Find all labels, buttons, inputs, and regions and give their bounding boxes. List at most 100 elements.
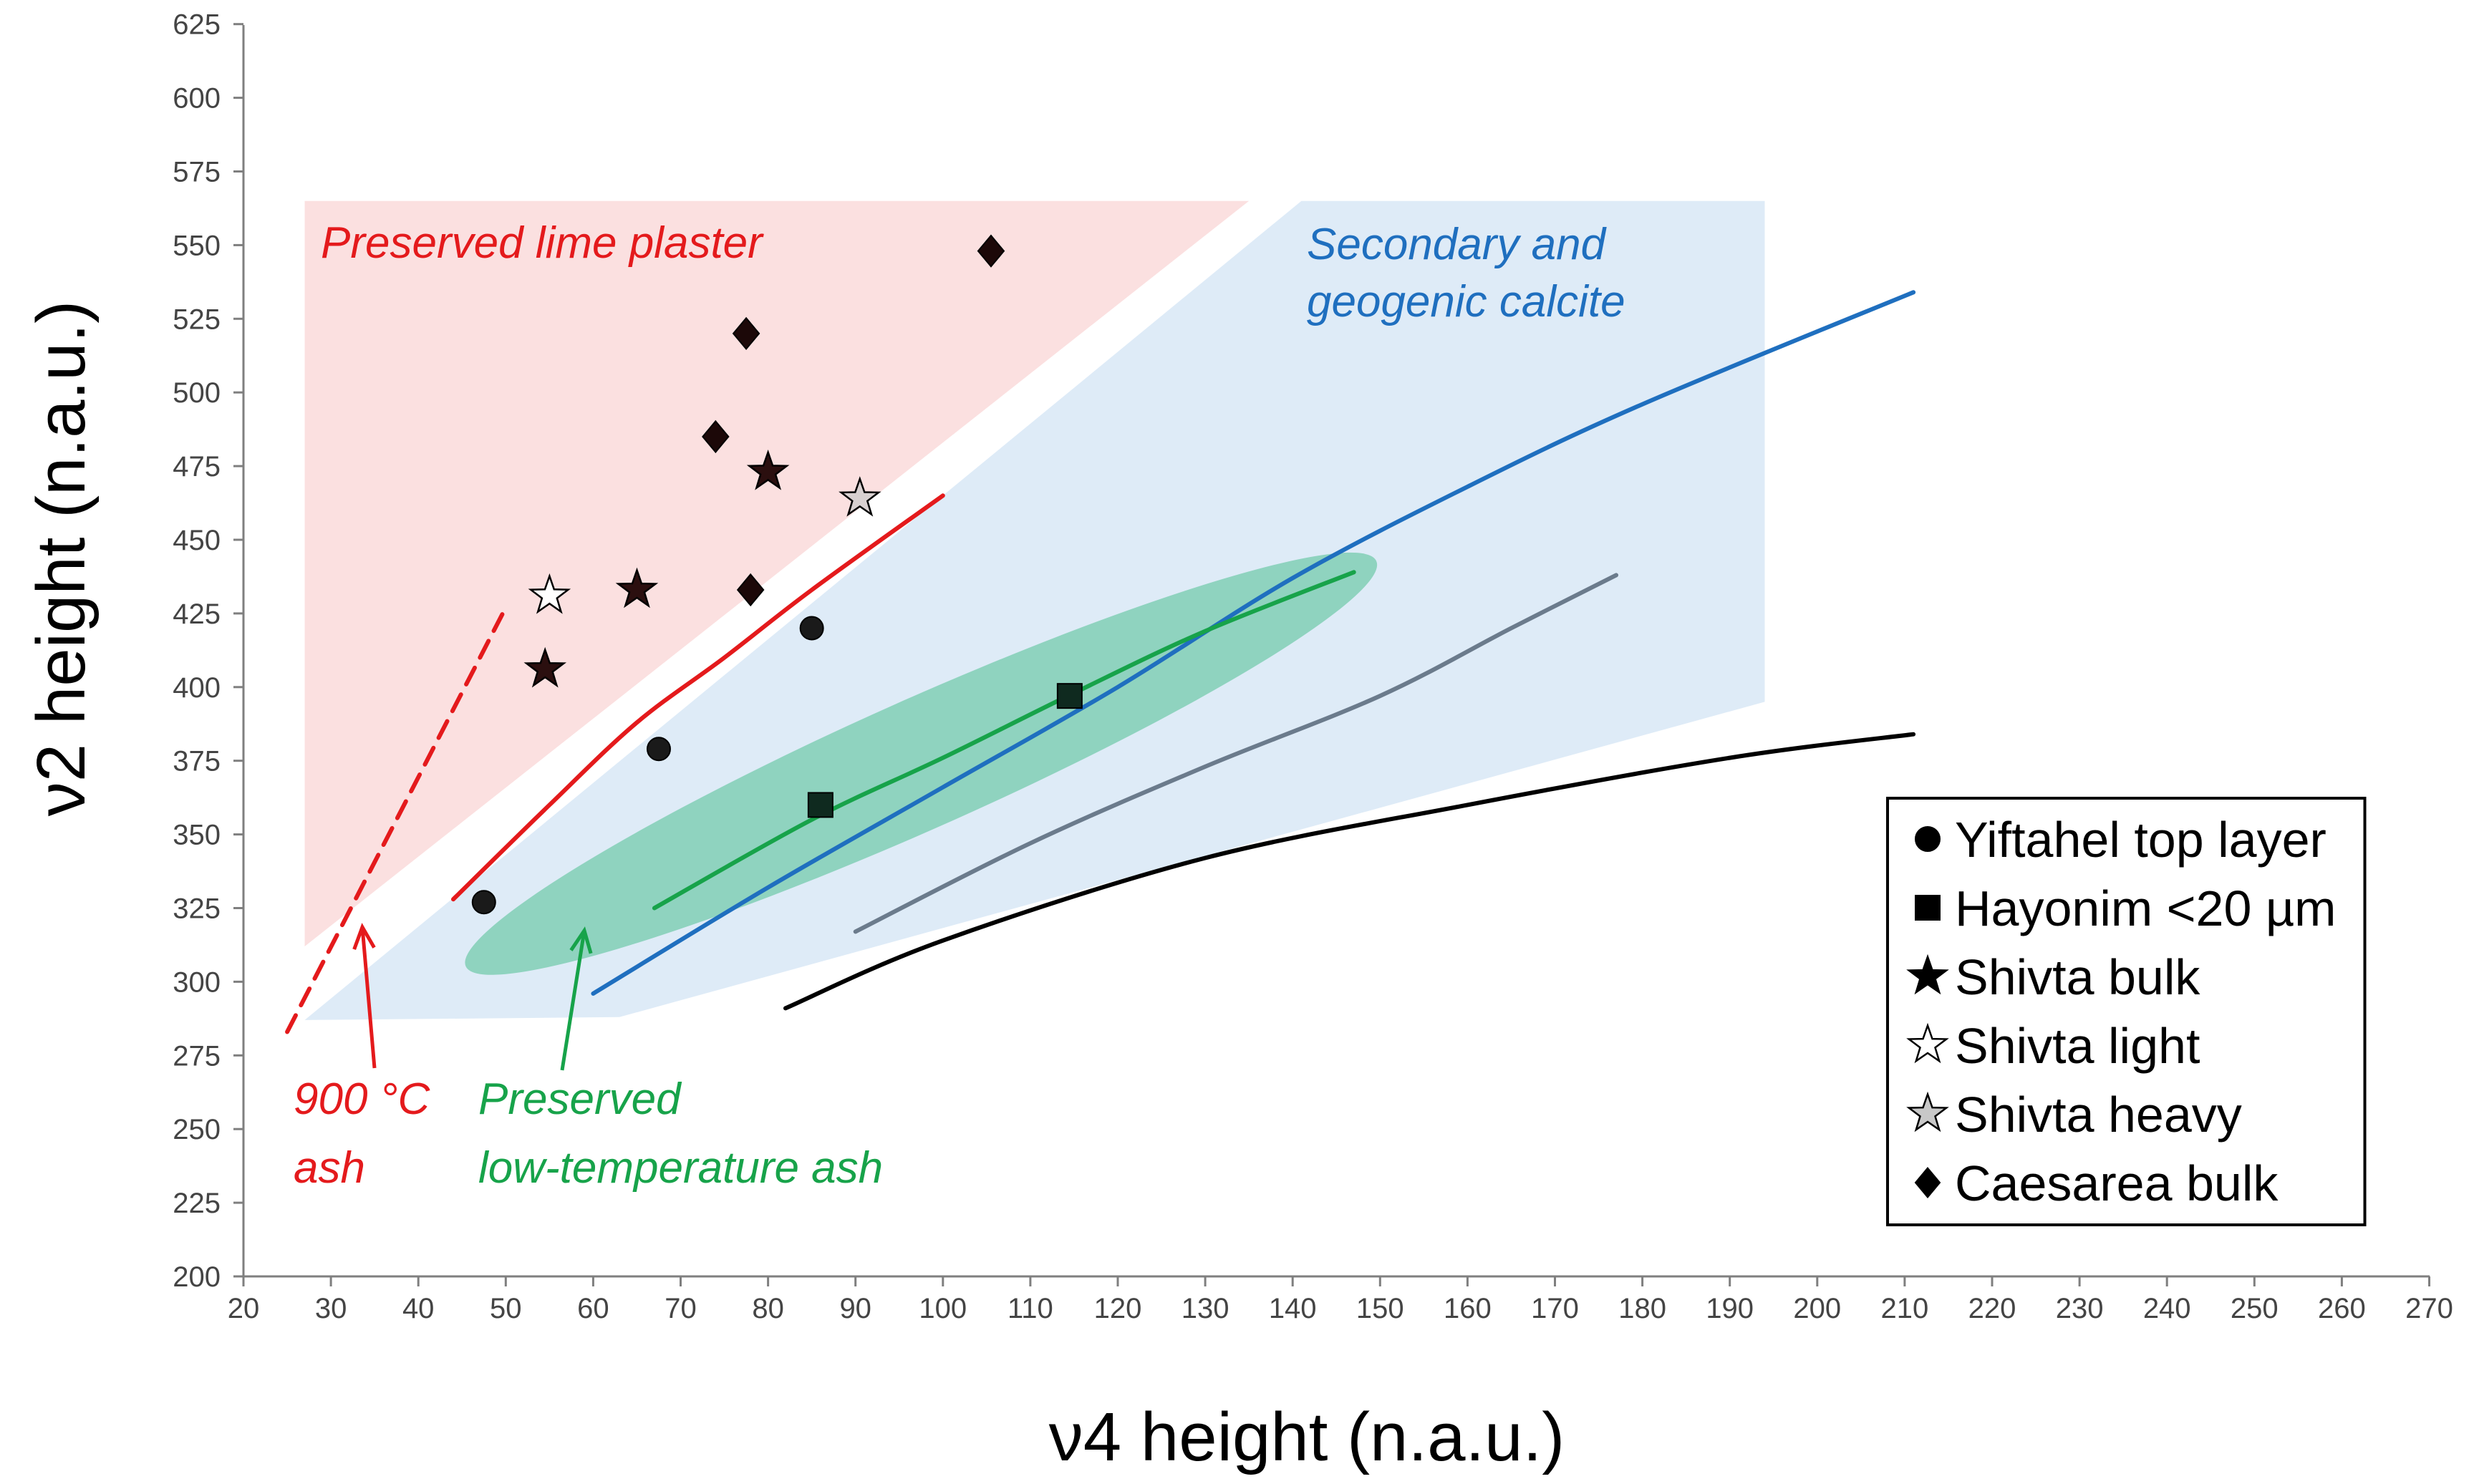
series-5-point-3 (977, 234, 1005, 268)
x-tick-label-11: 130 (1182, 1293, 1229, 1324)
x-tick-label-9: 110 (1008, 1293, 1053, 1324)
y-tick-label-0: 200 (173, 1261, 221, 1293)
x-tick-label-6: 80 (752, 1293, 784, 1324)
annotation-2-line-0: 900 °C (294, 1075, 430, 1124)
x-tick-label-8: 100 (919, 1293, 967, 1324)
y-tick-label-6: 350 (173, 820, 221, 851)
x-axis-title: ν4 height (n.a.u.) (1049, 1399, 1565, 1475)
annotation-2-line-1: ash (294, 1143, 365, 1193)
series-5-point-0 (702, 420, 730, 454)
y-tick-label-16: 600 (173, 83, 221, 115)
arrow-0-head (352, 923, 376, 950)
annotation-3: Preserved low-temperature ash (478, 1075, 883, 1193)
legend-marker-5 (1914, 1167, 1941, 1198)
x-tick-label-23: 250 (2231, 1293, 2279, 1324)
trend-line-1 (285, 605, 508, 1034)
annotation-1-line-1: geogenic calcite (1307, 277, 1625, 326)
arrow-0-shaft (360, 926, 377, 1069)
x-tick-label-16: 180 (1618, 1293, 1666, 1324)
series-2-point-0 (523, 646, 567, 688)
legend-marker-2 (1906, 954, 1949, 995)
x-tick-label-5: 70 (665, 1293, 697, 1324)
x-tick-label-2: 40 (402, 1293, 435, 1324)
series-0-point-2 (799, 616, 824, 641)
series-0-point-1 (646, 737, 671, 762)
annotation-1: Secondary and geogenic calcite (1307, 220, 1625, 326)
series-1-point-1 (1056, 683, 1083, 709)
legend-label-2: Shivta bulk (1955, 949, 2200, 1005)
legend-label-1: Hayonim <20 µm (1955, 881, 2337, 936)
y-tick-label-4: 300 (173, 966, 221, 998)
y-tick-label-9: 425 (173, 598, 221, 630)
y-tick-label-12: 500 (173, 377, 221, 409)
annotations-layer: Preserved lime plaster Secondary and geoge… (294, 218, 1625, 1193)
annotation-1-line-0: Secondary and (1307, 220, 1608, 269)
x-tick-label-0: 20 (228, 1293, 260, 1324)
series-2-point-1 (615, 567, 659, 608)
annotation-0: Preserved lime plaster (321, 218, 764, 268)
y-tick-label-3: 275 (173, 1040, 221, 1072)
y-tick-label-2: 250 (173, 1114, 221, 1145)
annotation-3-line-1: low-temperature ash (478, 1143, 883, 1193)
axes: 20 30 40 50 60 70 80 90 100 110 120 130 140 150 160 170… (173, 9, 2453, 1324)
trend-line-2 (591, 290, 1916, 996)
trend-line-5 (783, 732, 1916, 1011)
y-tick-label-17: 625 (173, 9, 221, 41)
x-tick-label-15: 170 (1531, 1293, 1579, 1324)
x-tick-label-10: 120 (1094, 1293, 1142, 1324)
y-tick-label-8: 400 (173, 672, 221, 704)
annotation-0-line-0: Preserved lime plaster (321, 218, 764, 268)
y-tick-label-10: 450 (173, 525, 221, 556)
legend-box (1886, 797, 2367, 1226)
series-2-point-2 (746, 450, 790, 490)
y-tick-label-13: 525 (173, 304, 221, 335)
x-tick-label-24: 260 (2318, 1293, 2366, 1324)
x-tick-label-14: 160 (1444, 1293, 1492, 1324)
legend-label-0: Yiftahel top layer (1955, 812, 2327, 868)
x-tick-label-25: 270 (2405, 1293, 2453, 1324)
arrow-1-head (569, 926, 593, 954)
trend-line-0 (451, 493, 945, 902)
y-axis-title: ν2 height (n.a.u.) (23, 301, 100, 816)
series-5-point-2 (732, 316, 760, 351)
x-tick-label-12: 140 (1269, 1293, 1317, 1324)
x-tick-label-19: 210 (1881, 1293, 1929, 1324)
trend-lines-layer (285, 290, 1916, 1034)
series-3-point-0 (528, 573, 571, 614)
y-tick-label-14: 550 (173, 230, 221, 261)
x-tick-label-18: 200 (1793, 1293, 1841, 1324)
series-0-point-0 (471, 890, 496, 915)
legend-marker-1 (1915, 895, 1941, 921)
series-4-point-0 (839, 476, 881, 517)
x-tick-label-4: 60 (577, 1293, 609, 1324)
y-tick-label-11: 475 (173, 451, 221, 482)
x-tick-label-1: 30 (315, 1293, 347, 1324)
x-tick-label-17: 190 (1706, 1293, 1754, 1324)
y-tick-label-15: 575 (173, 157, 221, 188)
legend: Yiftahel top layer Hayonim <20 µm Shivta b… (1886, 797, 2367, 1226)
trend-line-3 (652, 570, 1356, 911)
legend-label-4: Shivta heavy (1955, 1087, 2242, 1143)
x-tick-label-13: 150 (1356, 1293, 1404, 1324)
trend-line-4 (853, 573, 1618, 934)
y-tick-label-7: 375 (173, 746, 221, 777)
legend-label-3: Shivta light (1955, 1018, 2200, 1074)
annotation-3-line-0: Preserved (478, 1075, 682, 1124)
annotation-2: 900 °C ash (294, 1075, 430, 1193)
region-0 (304, 200, 1250, 947)
legend-marker-0 (1915, 826, 1941, 852)
markers-layer (471, 234, 1083, 915)
x-tick-label-22: 240 (2143, 1293, 2191, 1324)
x-tick-label-21: 230 (2056, 1293, 2104, 1324)
series-5-point-1 (736, 573, 765, 607)
series-1-point-0 (807, 792, 834, 818)
x-tick-label-7: 90 (839, 1293, 871, 1324)
legend-label-5: Caesarea bulk (1955, 1155, 2279, 1211)
y-tick-label-1: 225 (173, 1188, 221, 1219)
regions-layer (304, 200, 1765, 1020)
legend-marker-4 (1906, 1091, 1949, 1133)
arrow-1-shaft (560, 930, 586, 1071)
legend-marker-3 (1906, 1022, 1949, 1064)
x-tick-label-20: 220 (1968, 1293, 2016, 1324)
